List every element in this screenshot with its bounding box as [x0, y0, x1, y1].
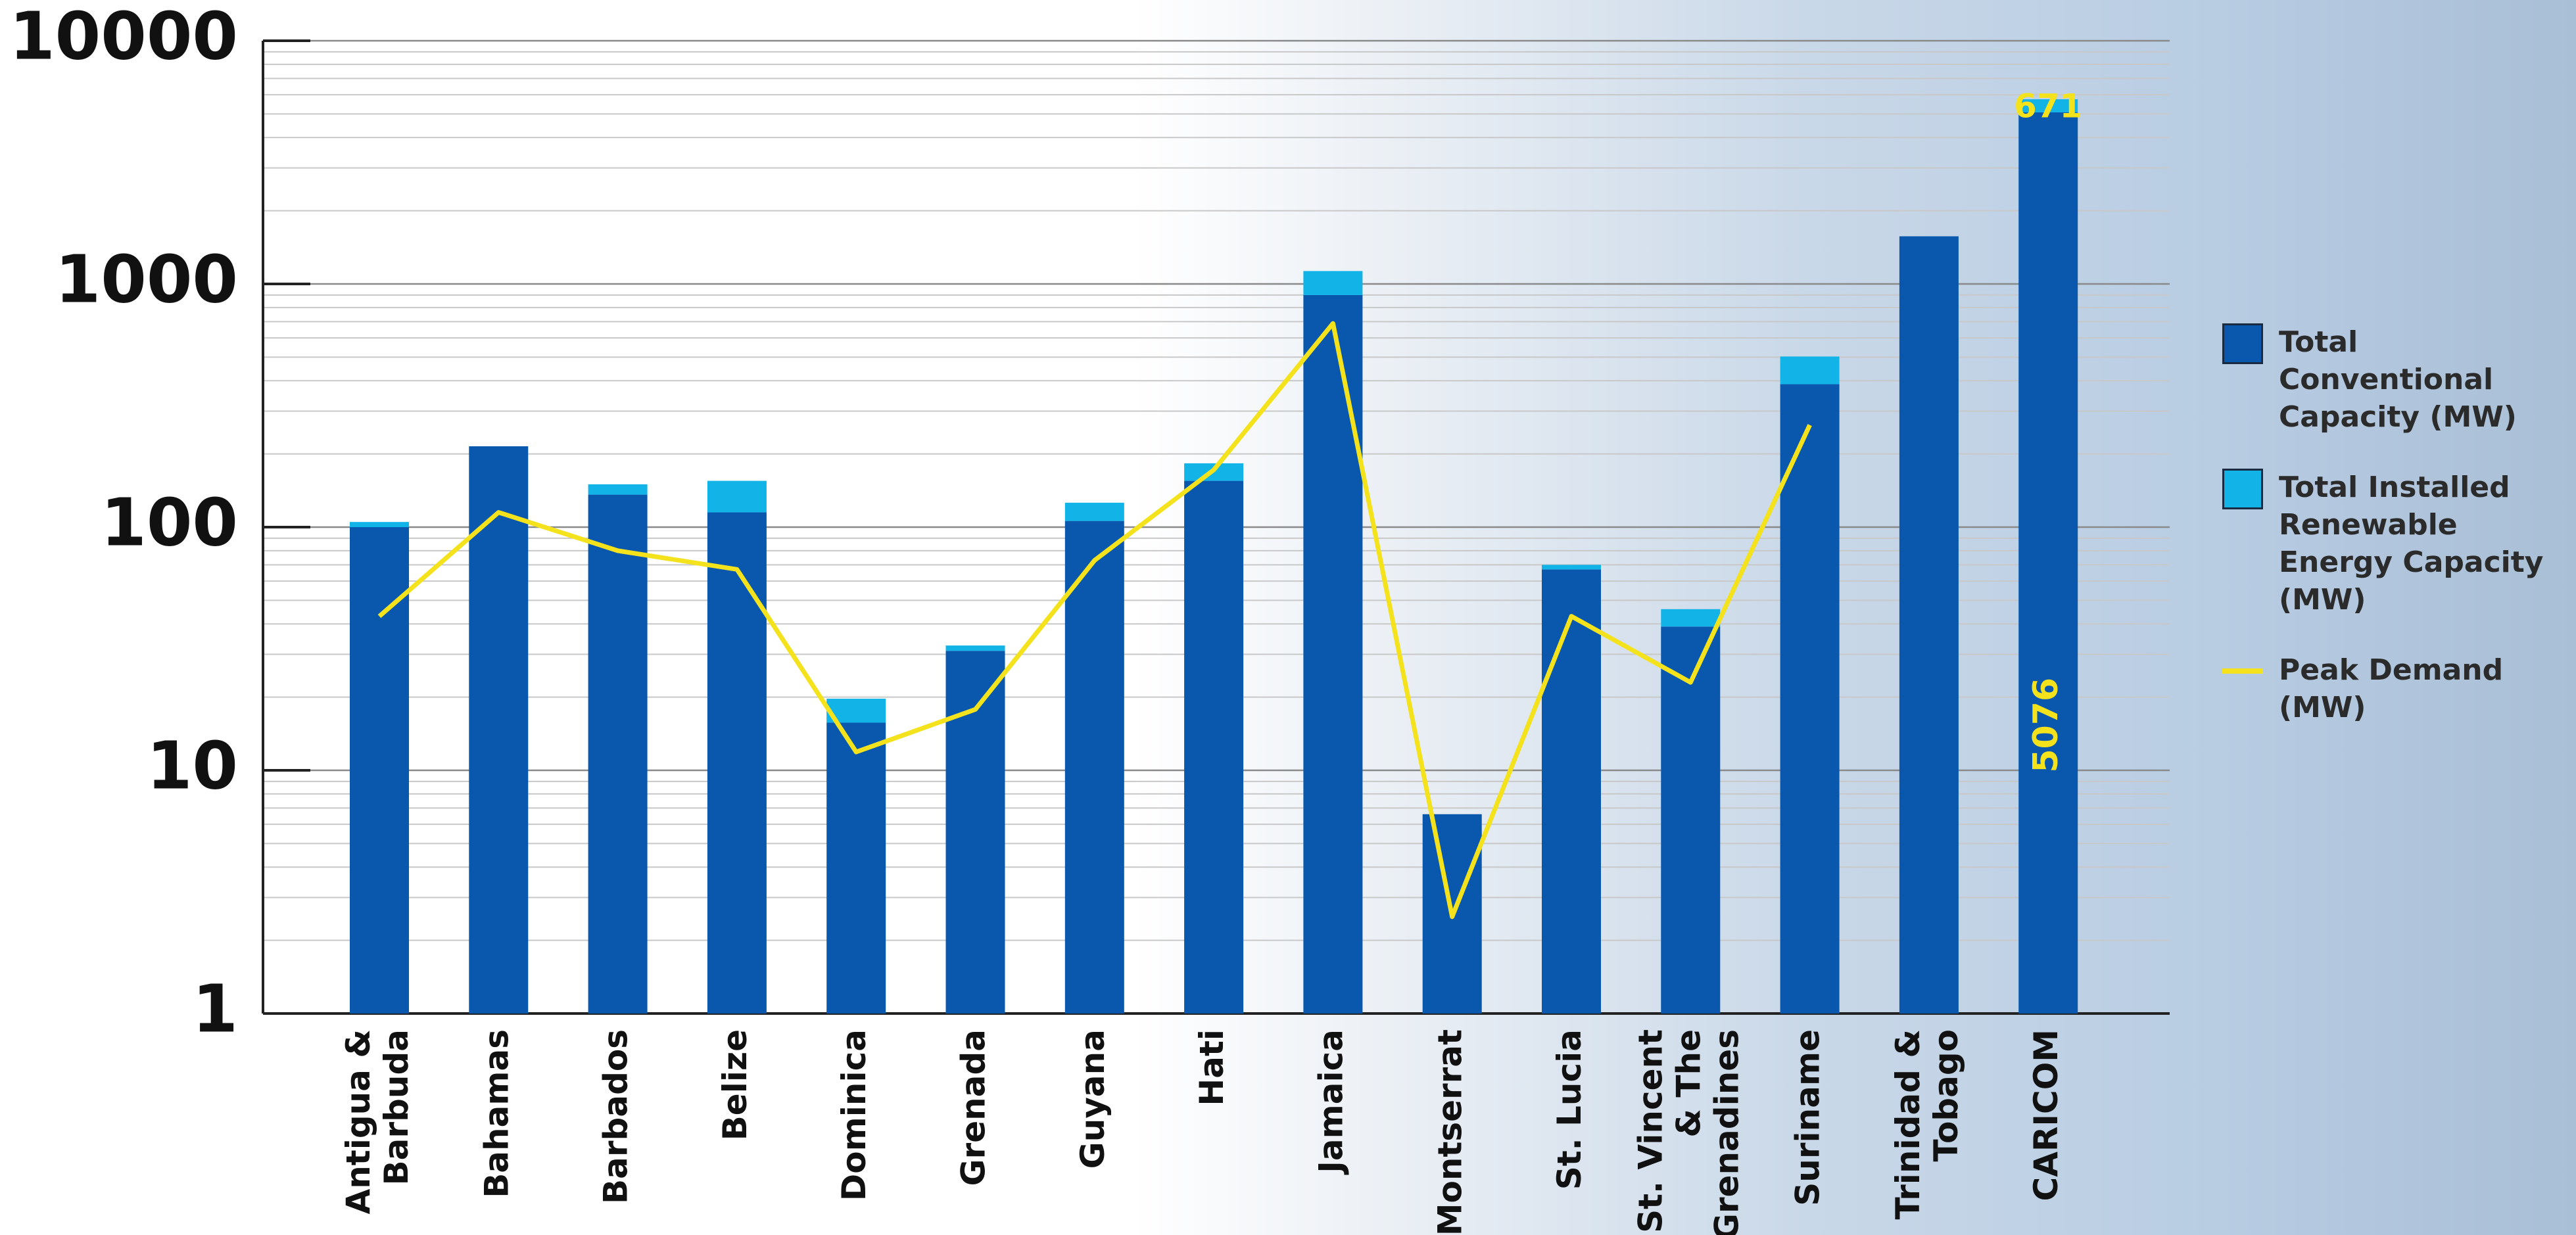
y-tick-label: 1 — [192, 970, 238, 1047]
x-tick-label: Trinidad &Tobago — [1888, 1029, 1965, 1219]
bar-segment — [1064, 521, 1124, 1014]
y-tick-label: 100 — [101, 484, 238, 561]
y-tick-label: 10 — [147, 727, 238, 804]
y-tick-label: 1000 — [55, 241, 238, 317]
bar-segment — [1542, 565, 1601, 570]
legend-swatch — [2222, 668, 2263, 674]
x-tick-label: Dominica — [835, 1029, 873, 1201]
bar-segment — [707, 512, 767, 1014]
x-tick-label: Barbados — [596, 1029, 634, 1204]
bar-segment — [2018, 99, 2078, 112]
x-tick-label: Guyana — [1073, 1029, 1111, 1169]
x-tick-label: Suriname — [1788, 1029, 1826, 1206]
bar-segment — [588, 484, 648, 495]
x-tick-label: CARICOM — [2027, 1029, 2065, 1201]
y-tick-label: 10000 — [9, 0, 238, 74]
x-tick-label: Montserrat — [1431, 1029, 1469, 1235]
legend-swatch — [2222, 323, 2263, 364]
legend-item: Total Installed Renewable Energy Capacit… — [2222, 469, 2564, 618]
x-tick-label: Hati — [1193, 1029, 1231, 1106]
line-series — [377, 321, 1812, 920]
legend-label: Total Installed Renewable Energy Capacit… — [2279, 471, 2544, 617]
bar-segment — [1661, 609, 1721, 627]
legend-label: Peak Demand (MW) — [2279, 653, 2504, 724]
bar-segment — [1184, 480, 1244, 1014]
x-tick-label: Belize — [715, 1029, 753, 1140]
bar-segment — [1899, 236, 1959, 1014]
bar-segment — [469, 446, 529, 1014]
bar-segment — [588, 494, 648, 1014]
bar-segment — [945, 645, 1005, 651]
legend: Total Conventional Capacity (MW) Total In… — [2222, 323, 2564, 759]
x-tick-label: Antigua &Barbuda — [339, 1029, 416, 1214]
x-tick-label: Bahamas — [477, 1029, 515, 1198]
bar-segment — [826, 722, 886, 1014]
x-tick-label: Grenada — [954, 1029, 992, 1186]
bar-segment — [2018, 112, 2078, 1014]
bar-segment — [350, 527, 409, 1014]
data-label: 671 — [2014, 87, 2082, 125]
bar-segment — [945, 651, 1005, 1014]
bar-segment — [1661, 626, 1721, 1014]
bar-segment — [1064, 502, 1124, 521]
bar-segment — [1303, 271, 1363, 295]
legend-item: Total Conventional Capacity (MW) — [2222, 323, 2564, 436]
legend-item: Peak Demand (MW) — [2222, 651, 2564, 726]
legend-label: Total Conventional Capacity (MW) — [2279, 325, 2517, 434]
bar-segment — [1542, 569, 1601, 1014]
x-tick-label: St. Vincent& TheGrenadines — [1631, 1029, 1746, 1235]
legend-swatch — [2222, 469, 2263, 509]
bar-segment — [1780, 384, 1840, 1014]
x-tick-label: St. Lucia — [1550, 1029, 1588, 1190]
bar-segment — [707, 480, 767, 513]
data-label: 5076 — [2026, 678, 2066, 773]
bar-segment — [1780, 356, 1840, 384]
x-tick-label: Jamaica — [1312, 1029, 1350, 1175]
bar-segment — [350, 522, 409, 527]
bar-segment — [1303, 294, 1363, 1014]
